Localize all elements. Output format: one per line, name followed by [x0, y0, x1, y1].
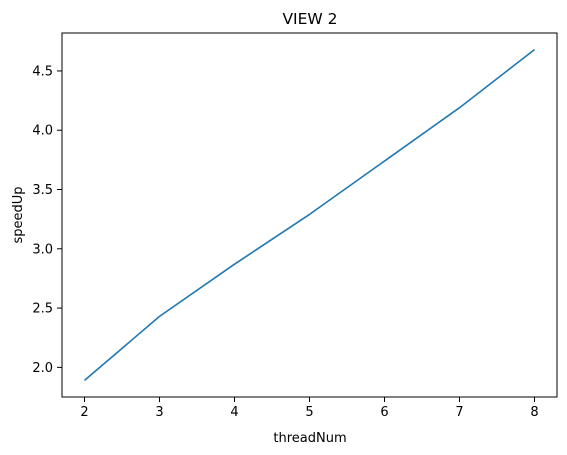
y-tick-label: 3.0: [32, 242, 53, 257]
y-axis-label: speedUp: [11, 186, 26, 243]
y-tick-label: 2.0: [32, 361, 53, 376]
y-tick-label: 3.5: [32, 183, 53, 198]
y-axis: 2.0 2.5 3.0 3.5 4.0 4.5: [32, 64, 62, 376]
x-tick-label: 4: [230, 405, 238, 420]
y-tick-label: 4.0: [32, 124, 53, 139]
x-tick-label: 8: [530, 405, 538, 420]
y-tick-label: 2.5: [32, 302, 53, 317]
series-layer: [83, 48, 535, 382]
x-axis-label: threadNum: [273, 431, 346, 446]
x-tick-label: 5: [305, 405, 313, 420]
x-tick-label: 2: [80, 405, 88, 420]
x-tick-label: 6: [380, 405, 388, 420]
series-line: [83, 48, 535, 382]
x-tick-label: 3: [155, 405, 163, 420]
chart-title: VIEW 2: [282, 10, 337, 28]
y-tick-label: 4.5: [32, 64, 53, 79]
x-axis: 2 3 4 5 6 7 8: [80, 397, 539, 420]
x-tick-label: 7: [455, 405, 463, 420]
